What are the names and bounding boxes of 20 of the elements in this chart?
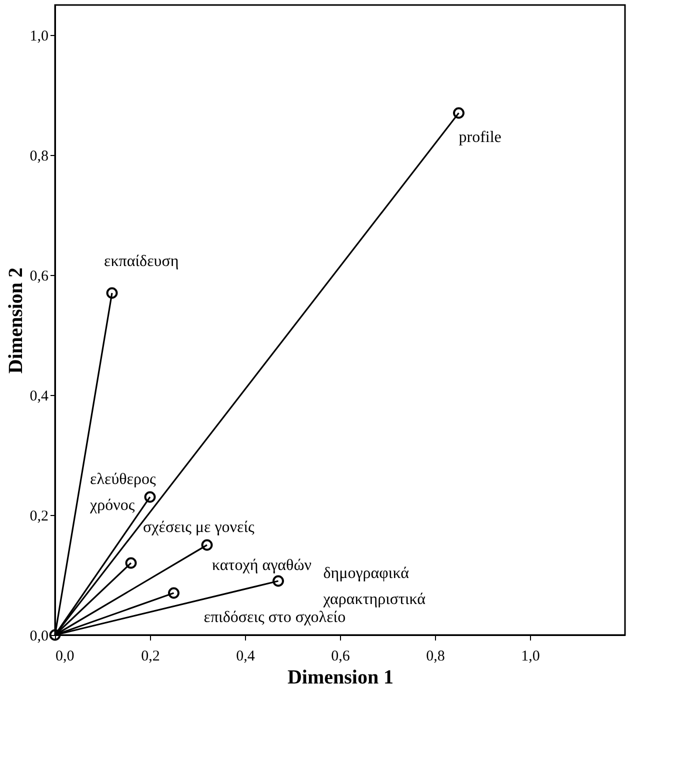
x-tick-label: 1,0 (521, 648, 540, 664)
annotation: επιδόσεις στο σχολείο (204, 609, 346, 626)
x-axis-title: Dimension 1 (287, 666, 394, 688)
x-tick-label: 0,8 (426, 648, 445, 664)
y-axis-title: Dimension 2 (4, 267, 27, 374)
y-tick-label: 0,8 (30, 148, 48, 164)
y-tick-label: 1,0 (30, 28, 48, 44)
annotation: δημογραφικά χαρακτηριστικά (322, 565, 426, 608)
y-tick-label: 0,2 (30, 508, 48, 524)
x-tick-label: 0,4 (236, 648, 256, 664)
x-tick-label: 0,6 (331, 648, 350, 664)
annotation: profile (458, 129, 502, 146)
annotation: εκπαίδευση (104, 253, 179, 270)
annotation: κατοχή αγαθών (212, 557, 312, 574)
y-tick-label: 0,0 (30, 628, 48, 644)
annotation: σχέσεις με γονείς (143, 519, 256, 536)
y-tick-label: 0,4 (30, 388, 49, 404)
x-tick-label: 0,0 (56, 648, 74, 664)
y-tick-label: 0,6 (30, 268, 49, 284)
x-tick-label: 0,2 (141, 648, 160, 664)
